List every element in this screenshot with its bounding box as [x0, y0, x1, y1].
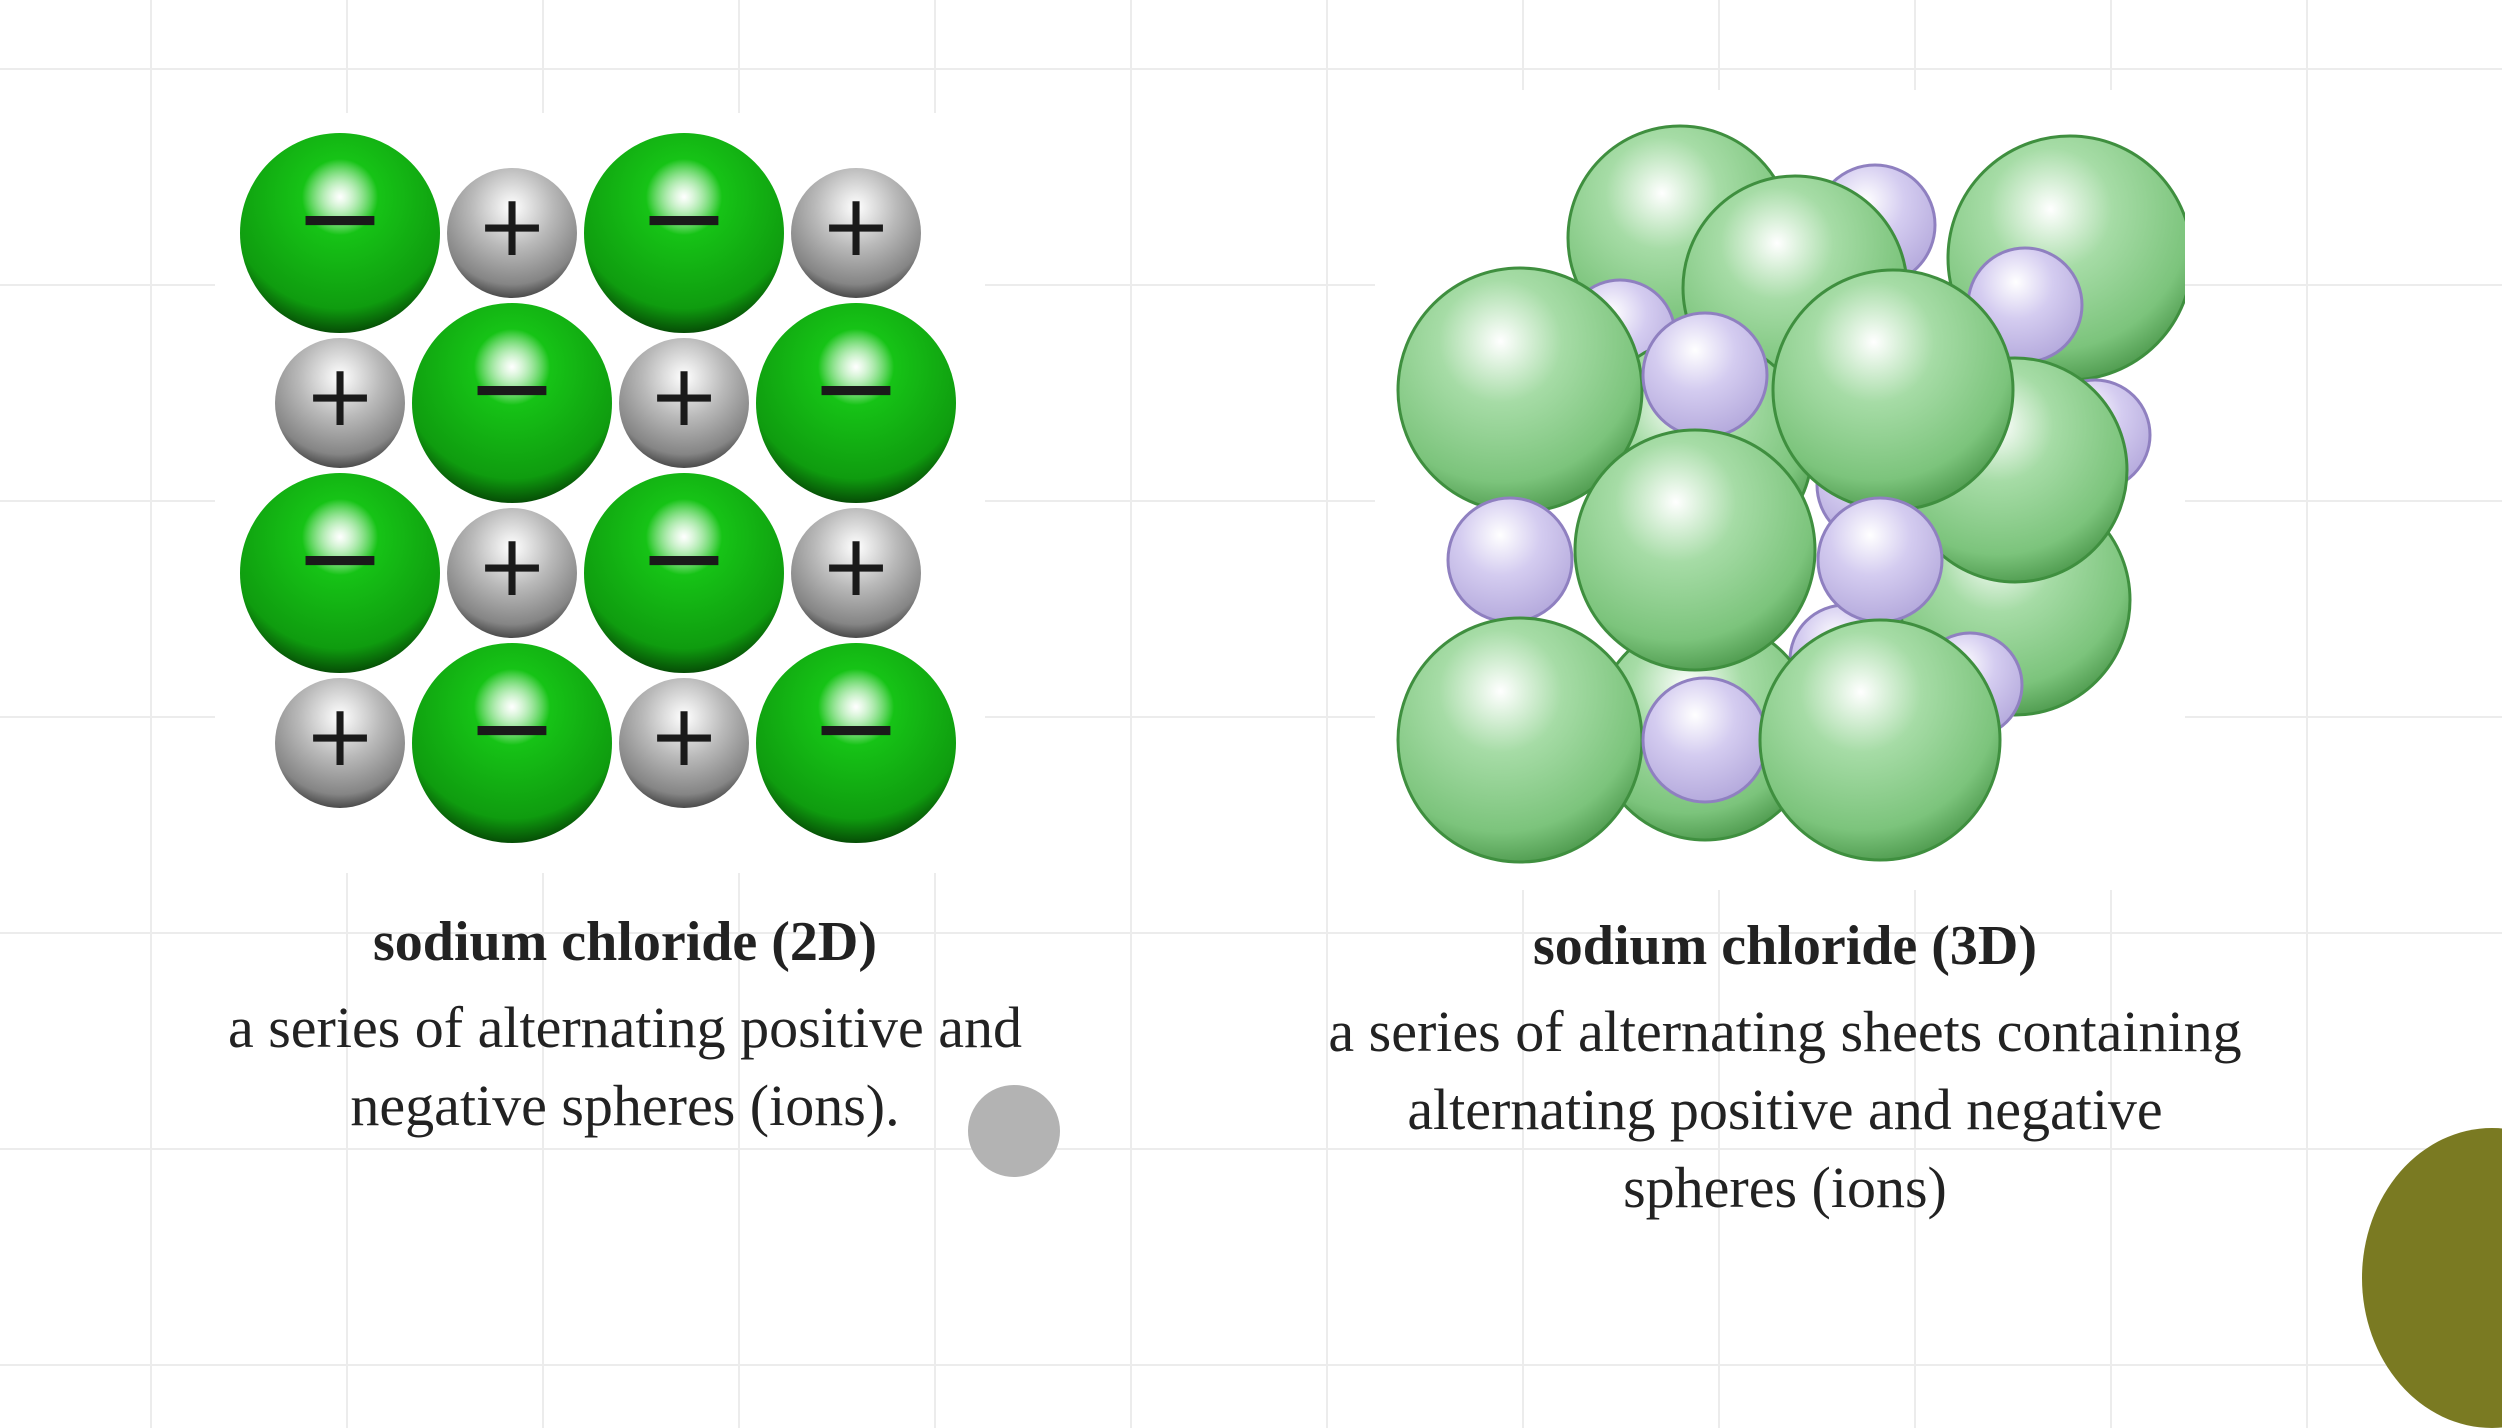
cation-sphere: + [791, 508, 921, 638]
cation-sphere: + [791, 168, 921, 298]
sodium-ion-sphere [1641, 311, 1769, 439]
sodium-ion-sphere [1641, 676, 1769, 804]
minus-sign: − [638, 493, 730, 621]
anion-sphere: − [756, 643, 956, 843]
cation-sphere: + [447, 508, 577, 638]
cation-sphere: + [275, 678, 405, 808]
caption-3d-description-line-3: spheres (ions) [1623, 1154, 1947, 1220]
anion-sphere: − [412, 643, 612, 843]
caption-3d: sodium chloride (3D) a series of alterna… [1235, 910, 2335, 1227]
plus-sign: + [304, 686, 376, 786]
anion-sphere: − [756, 303, 956, 503]
sodium-ion-sphere [1816, 496, 1944, 624]
nacl-3d-lattice [1396, 124, 2185, 864]
nacl-3d-diagram [1375, 90, 2185, 890]
anion-sphere: − [584, 473, 784, 673]
caption-2d-title: sodium chloride (2D) [373, 911, 877, 973]
minus-sign: − [466, 323, 558, 451]
caption-3d-description-line-1: a series of alternating sheets containin… [1328, 998, 2242, 1064]
plus-sign: + [648, 686, 720, 786]
cation-sphere: + [619, 678, 749, 808]
minus-sign: − [294, 493, 386, 621]
caption-3d-title: sodium chloride (3D) [1533, 915, 2037, 977]
plus-sign: + [820, 176, 892, 276]
anion-sphere: − [240, 473, 440, 673]
anion-sphere: − [240, 133, 440, 333]
chloride-ion-sphere [1758, 618, 2002, 862]
plus-sign: + [304, 346, 376, 446]
caption-2d-description-line-1: a series of alternating positive and [227, 994, 1023, 1060]
cation-sphere: + [619, 338, 749, 468]
plus-sign: + [476, 516, 548, 616]
plus-sign: + [648, 346, 720, 446]
minus-sign: − [810, 663, 902, 791]
cation-sphere: + [275, 338, 405, 468]
chloride-ion-sphere [1396, 616, 1644, 864]
sodium-ion-sphere [1446, 496, 1574, 624]
minus-sign: − [466, 663, 558, 791]
minus-sign: − [294, 153, 386, 281]
anion-sphere: − [584, 133, 784, 333]
caption-2d-description-line-2: negative spheres (ions). [350, 1072, 900, 1138]
caption-2d: sodium chloride (2D) a series of alterna… [150, 906, 1100, 1145]
nacl-2d-diagram: − + − + + − + − − + − + + − + − [215, 113, 985, 873]
corner-accent-shape [2362, 1128, 2502, 1428]
plus-sign: + [820, 516, 892, 616]
nacl-2d-lattice: − + − ++ − + −− + − ++ − + − [240, 133, 956, 843]
cursor-pointer-dot [968, 1085, 1060, 1177]
plus-sign: + [476, 176, 548, 276]
minus-sign: − [810, 323, 902, 451]
anion-sphere: − [412, 303, 612, 503]
chloride-ion-sphere [1573, 428, 1817, 672]
cation-sphere: + [447, 168, 577, 298]
minus-sign: − [638, 153, 730, 281]
caption-3d-description-line-2: alternating positive and negative [1407, 1076, 2163, 1142]
chloride-ion-sphere [1771, 268, 2015, 512]
